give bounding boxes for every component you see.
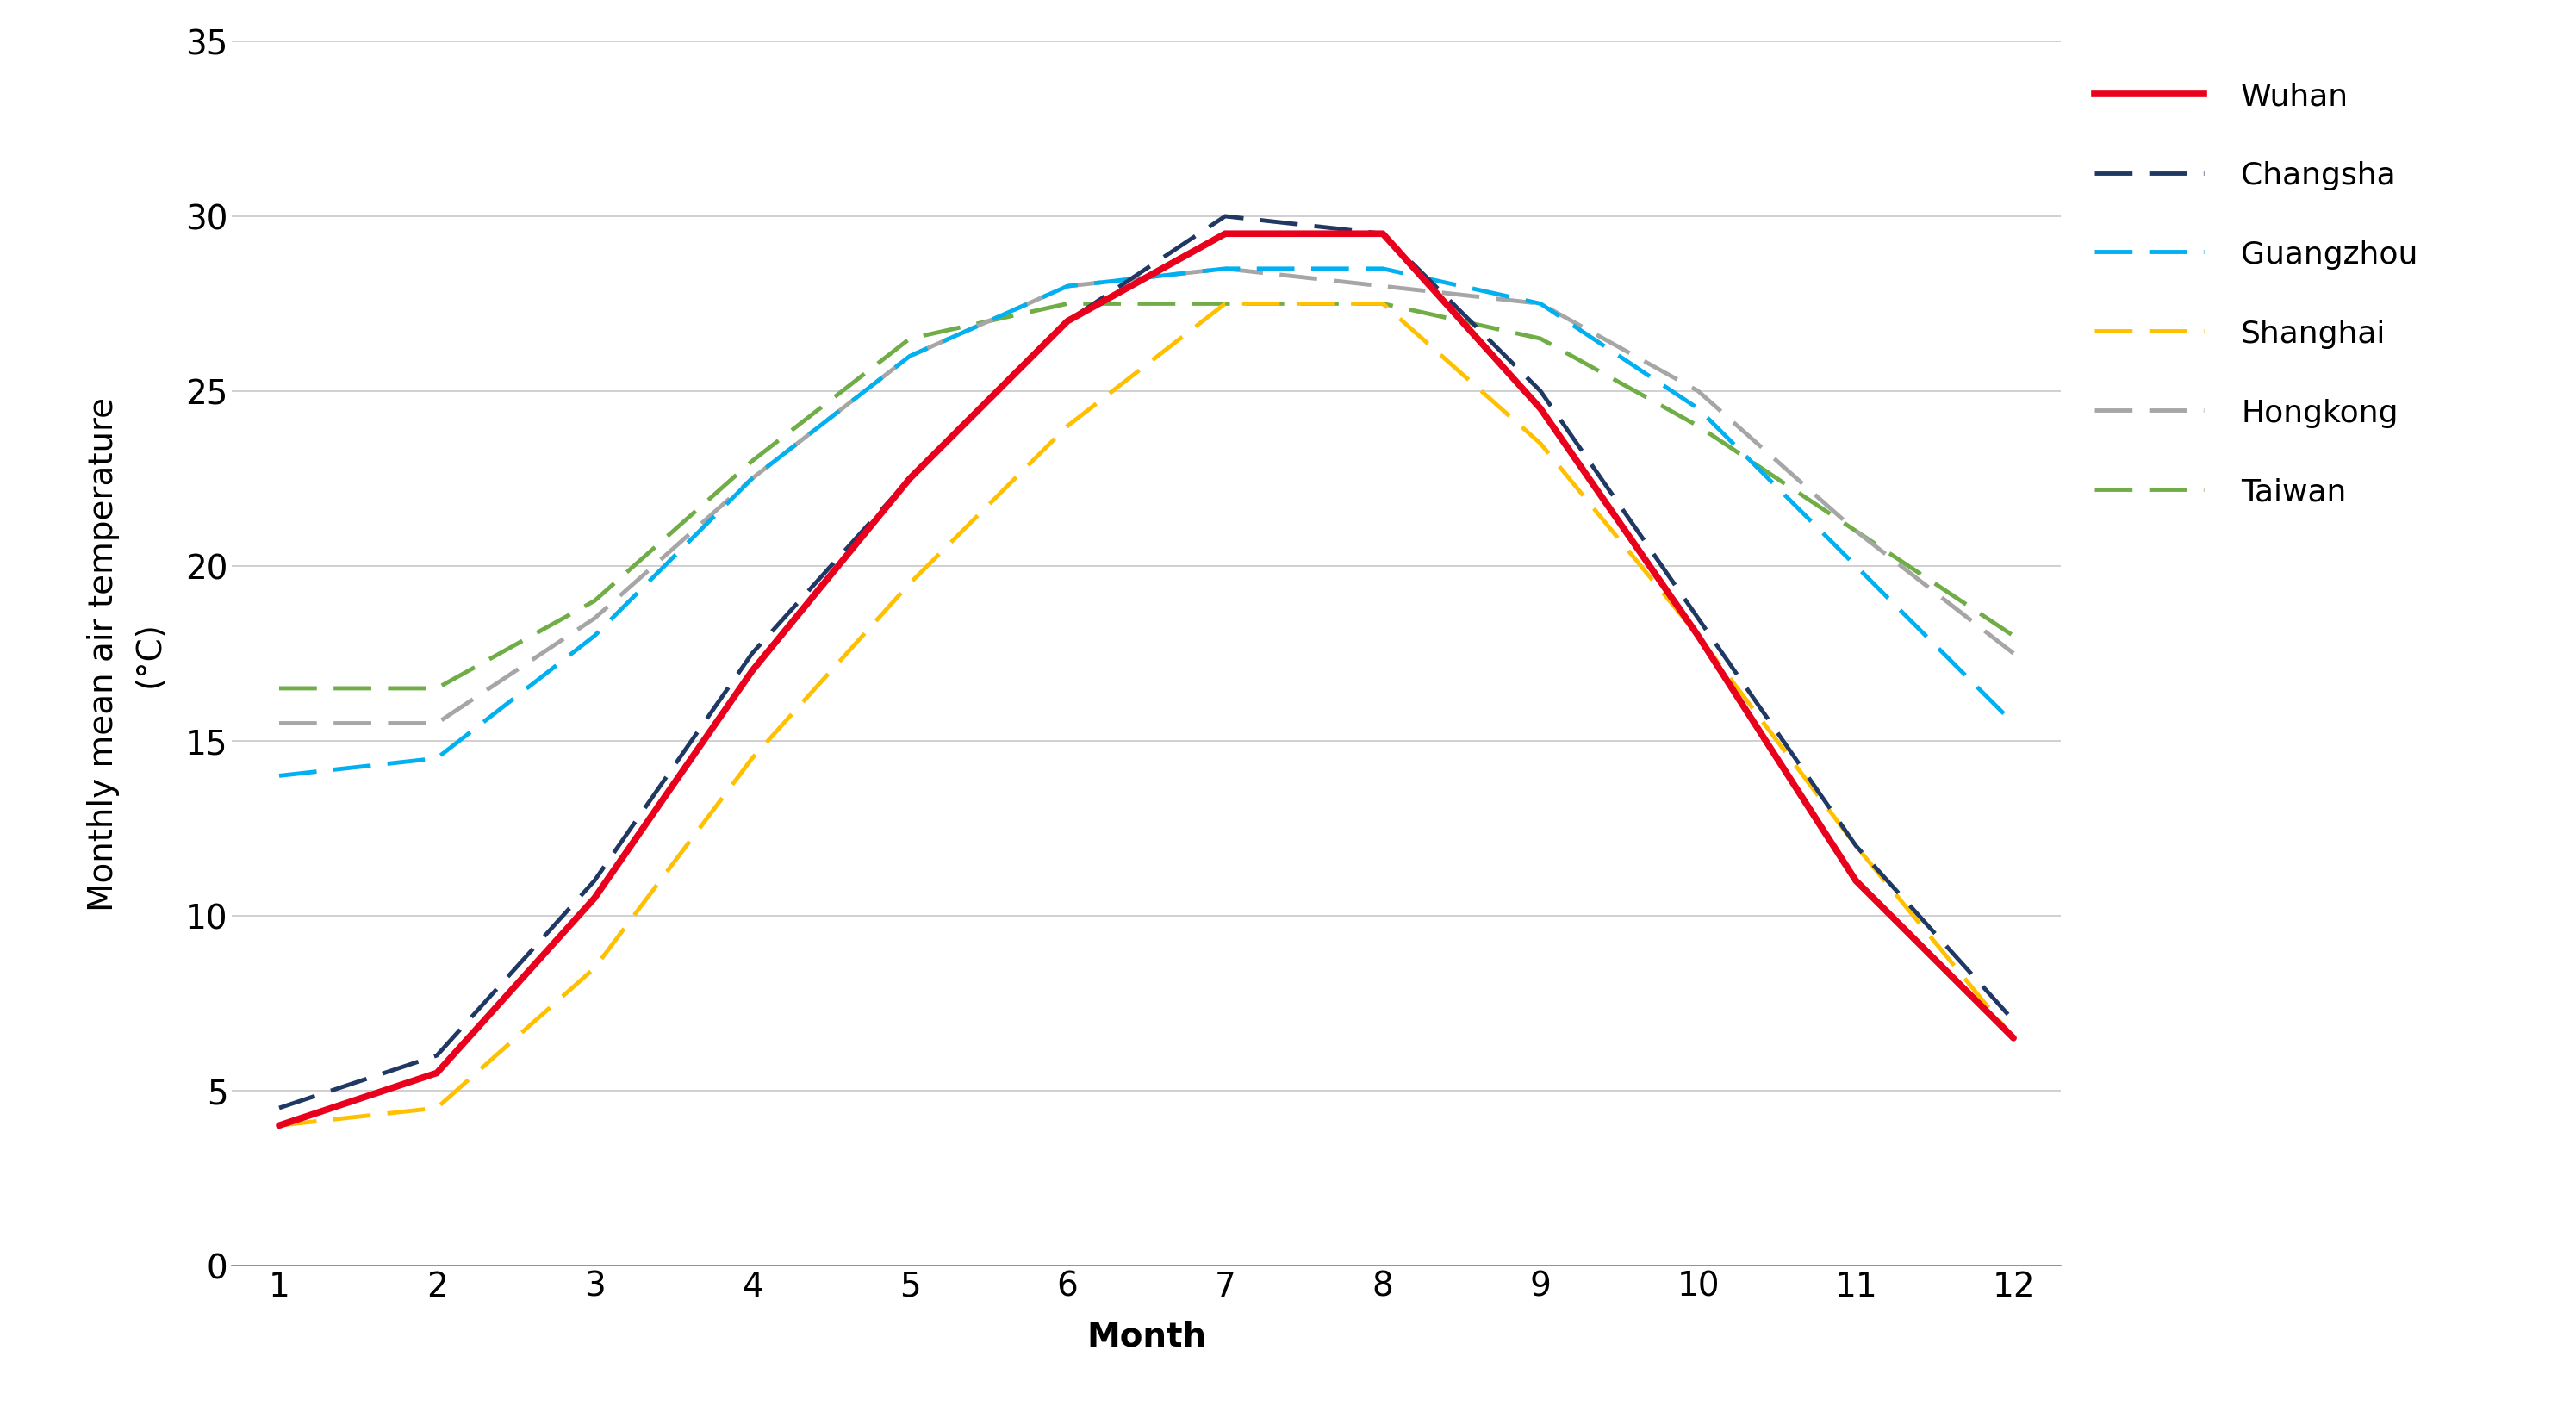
Y-axis label: Monthly mean air temperature
(°C): Monthly mean air temperature (°C): [88, 396, 165, 911]
X-axis label: Month: Month: [1087, 1319, 1206, 1351]
Legend: Wuhan, Changsha, Guangzhou, Shanghai, Hongkong, Taiwan: Wuhan, Changsha, Guangzhou, Shanghai, Ho…: [2094, 82, 2419, 506]
